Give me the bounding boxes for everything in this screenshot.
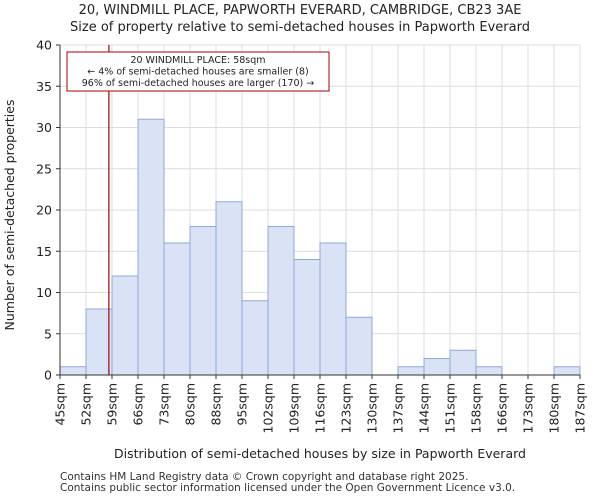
x-tick-label: 173sqm [521,383,536,433]
annotation-larger: 96% of semi-detached houses are larger (… [82,78,315,89]
x-tick-label: 109sqm [287,383,302,433]
histogram-bar [553,366,581,376]
y-tick-label: 35 [36,79,52,94]
footer-attribution: Contains HM Land Registry data © Crown c… [60,472,515,494]
x-tick-label: 187sqm [573,383,588,433]
histogram-bar [319,242,347,376]
x-tick-label: 66sqm [131,383,146,426]
y-tick-label: 40 [36,38,52,53]
y-tick-label: 5 [44,326,52,341]
footer-line-1: Contains HM Land Registry data © Crown c… [60,471,469,483]
y-tick-label: 10 [36,285,52,300]
y-tick-label: 0 [44,368,52,383]
x-tick-label: 45sqm [53,383,68,426]
x-tick-label: 130sqm [365,383,380,433]
histogram-bar [423,358,451,376]
chart-title-address: 20, WINDMILL PLACE, PAPWORTH EVERARD, CA… [78,3,522,18]
annotation-box [66,51,330,92]
histogram-bar [267,226,295,376]
x-tick-label: 102sqm [261,383,276,433]
histogram-bar [85,308,113,376]
histogram-bar [215,201,243,376]
x-tick-label: 137sqm [391,383,406,433]
footer-line-2: Contains public sector information licen… [60,482,516,494]
y-tick-label: 25 [36,161,52,176]
x-tick-label: 144sqm [417,383,432,433]
x-tick-label: 59sqm [105,383,120,426]
annotation-title: 20 WINDMILL PLACE: 58sqm [130,55,265,66]
x-tick-label: 158sqm [469,383,484,433]
marker-layer: 20 WINDMILL PLACE: 58sqm← 4% of semi-det… [66,45,330,375]
axes-layer: 0 5 10 15 20 25 30 35 40 45sqm 52sqm 59sqm 66sqm 73sq… [36,38,587,434]
x-tick-label: 151sqm [443,383,458,433]
x-tick-label: 95sqm [235,383,250,426]
x-tick-label: 116sqm [313,383,328,433]
x-tick-label: 73sqm [157,383,172,426]
histogram-bar [189,226,217,376]
x-tick-label: 88sqm [209,383,224,426]
histogram-bar [241,300,269,376]
y-tick-label: 30 [36,120,52,135]
histogram-bar [449,349,477,376]
x-tick-label: 166sqm [495,383,510,433]
histogram-bar [111,275,139,376]
histogram-bar [137,118,165,376]
histogram-bar [475,366,503,376]
x-tick-label: 80sqm [183,383,198,426]
x-tick-label: 52sqm [79,383,94,426]
histogram-bar [163,242,191,376]
y-tick-label: 15 [36,244,52,259]
y-tick-label: 20 [36,203,52,218]
histogram-bar [397,366,425,376]
chart-subtitle: Size of property relative to semi-detach… [70,20,530,35]
histogram-bar [345,316,373,376]
histogram-bar [59,366,87,376]
y-axis-label: Number of semi-detached properties [2,100,17,331]
bars-layer [59,118,581,376]
annotation-smaller: ← 4% of semi-detached houses are smaller… [87,67,308,78]
x-tick-label: 123sqm [339,383,354,433]
x-axis-label: Distribution of semi-detached houses by … [114,446,526,461]
x-tick-label: 180sqm [547,383,562,433]
chart-title: 20, WINDMILL PLACE, PAPWORTH EVERARD, CA… [0,2,600,36]
histogram-bar [293,259,321,376]
